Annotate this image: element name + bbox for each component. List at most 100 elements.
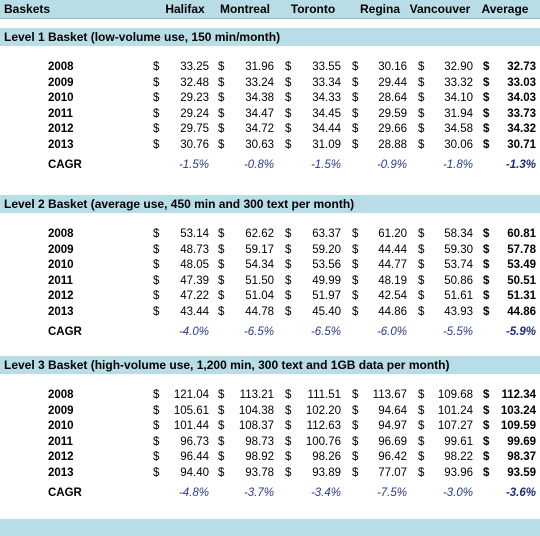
average-cell: 98.37: [507, 451, 536, 463]
price-cell: 111.51: [307, 389, 341, 401]
year-label: 2011: [48, 435, 73, 448]
currency-symbol: $: [285, 92, 292, 104]
footer-band: [0, 519, 540, 536]
price-cell: 112.63: [306, 420, 341, 432]
table-row: 2011 $47.39 $51.50 $49.99 $48.19 $50.86 $50.51: [0, 273, 540, 289]
price-cell: 59.30: [444, 243, 473, 256]
price-cell: 48.05: [180, 259, 209, 271]
table-row: 2008 $33.25 $31.96 $33.55 $30.16 $32.90 $32.73: [0, 59, 540, 75]
currency-symbol: $: [218, 404, 225, 417]
cagr-value: -7.5%: [376, 487, 407, 499]
price-cell: 107.27: [437, 420, 473, 432]
cagr-label: CAGR: [48, 159, 82, 171]
currency-symbol: $: [285, 305, 292, 318]
year-label: 2013: [48, 305, 74, 318]
currency-symbol: $: [218, 61, 225, 73]
cagr-value: -6.5%: [243, 326, 274, 338]
price-cell: 44.86: [378, 305, 407, 318]
table-row: 2009 $105.61 $104.38 $102.20 $94.64 $101.24 $1…: [0, 403, 540, 419]
table-row: 2011 $96.73 $98.73 $100.76 $96.69 $99.61 $99.6…: [0, 434, 540, 450]
price-cell: 33.25: [180, 61, 209, 73]
price-cell: 31.94: [444, 107, 473, 120]
price-cell: 29.44: [378, 76, 407, 89]
header-toronto: Toronto: [290, 2, 336, 16]
currency-symbol: $: [153, 274, 160, 287]
currency-symbol: $: [153, 389, 160, 401]
currency-symbol: $: [153, 290, 160, 302]
price-cell: 51.04: [245, 290, 274, 302]
year-label: 2012: [48, 451, 74, 463]
price-cell: 47.22: [180, 290, 209, 302]
price-cell: 100.76: [305, 435, 341, 448]
currency-symbol: $: [483, 138, 490, 151]
currency-symbol: $: [218, 451, 225, 463]
price-cell: 33.24: [245, 76, 274, 89]
price-cell: 102.20: [305, 404, 341, 417]
price-cell: 44.44: [378, 243, 407, 256]
price-cell: 31.96: [245, 61, 274, 73]
year-label: 2008: [48, 228, 74, 240]
price-cell: 34.10: [444, 92, 473, 104]
currency-symbol: $: [153, 420, 160, 432]
currency-symbol: $: [218, 420, 225, 432]
header-average: Average: [481, 2, 529, 16]
currency-symbol: $: [352, 138, 359, 151]
section-band: [0, 356, 540, 374]
year-label: 2008: [48, 61, 74, 73]
currency-symbol: $: [352, 92, 359, 104]
cagr-value: -0.9%: [376, 159, 407, 171]
currency-symbol: $: [285, 420, 292, 432]
price-cell: 59.20: [312, 243, 341, 256]
average-cell: 112.34: [501, 389, 536, 401]
currency-symbol: $: [418, 290, 425, 302]
average-cell: 53.49: [507, 259, 536, 271]
currency-symbol: $: [153, 107, 160, 120]
cagr-value: -3.4%: [310, 487, 341, 499]
currency-symbol: $: [285, 290, 292, 302]
table-row: 2009 $48.73 $59.17 $59.20 $44.44 $59.30 $57.78: [0, 242, 540, 258]
currency-symbol: $: [153, 435, 160, 448]
currency-symbol: $: [418, 61, 425, 73]
currency-symbol: $: [285, 228, 292, 240]
currency-symbol: $: [418, 259, 425, 271]
currency-symbol: $: [285, 435, 292, 448]
currency-symbol: $: [153, 466, 160, 479]
table-row: 2012 $47.22 $51.04 $51.97 $42.54 $51.61 $51.31: [0, 288, 540, 304]
price-cell: 101.44: [173, 420, 209, 432]
currency-symbol: $: [285, 107, 292, 120]
currency-symbol: $: [418, 466, 425, 479]
header-regina: Regina: [359, 2, 400, 16]
average-cell: 34.32: [507, 123, 536, 135]
currency-symbol: $: [418, 138, 425, 151]
price-cell: 98.92: [245, 451, 274, 463]
currency-symbol: $: [483, 404, 490, 417]
price-cell: 113.67: [372, 389, 407, 401]
currency-symbol: $: [352, 259, 359, 271]
average-cell: 30.71: [507, 138, 536, 151]
currency-symbol: $: [352, 290, 359, 302]
price-cell: 34.44: [312, 123, 341, 135]
header-baskets: Baskets: [4, 2, 51, 16]
price-cell: 33.34: [312, 76, 341, 89]
cagr-average: -3.6%: [505, 487, 536, 499]
currency-symbol: $: [153, 61, 160, 73]
year-label: 2010: [48, 259, 74, 271]
currency-symbol: $: [218, 107, 225, 120]
price-cell: 30.16: [378, 61, 407, 73]
cagr-value: -1.5%: [310, 159, 341, 171]
currency-symbol: $: [418, 305, 425, 318]
year-label: 2009: [48, 404, 74, 417]
currency-symbol: $: [483, 76, 490, 89]
currency-symbol: $: [352, 228, 359, 240]
currency-symbol: $: [218, 138, 225, 151]
price-cell: 53.56: [312, 259, 341, 271]
table-row: 2008 $121.04 $113.21 $111.51 $113.67 $109.68 $…: [0, 387, 540, 403]
price-cell: 109.68: [437, 389, 473, 401]
currency-symbol: $: [153, 138, 160, 151]
currency-symbol: $: [352, 76, 359, 89]
currency-symbol: $: [218, 389, 225, 401]
currency-symbol: $: [418, 420, 425, 432]
currency-symbol: $: [418, 243, 425, 256]
cagr-value: -5.5%: [442, 326, 473, 338]
price-cell: 48.73: [180, 243, 209, 256]
